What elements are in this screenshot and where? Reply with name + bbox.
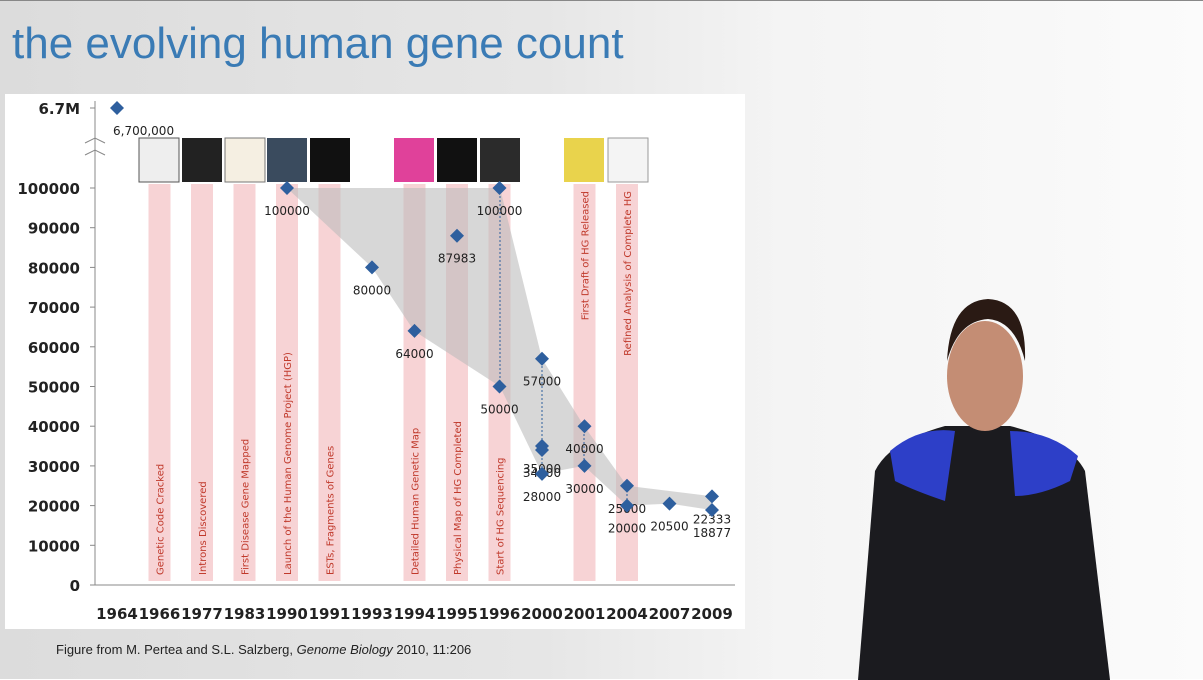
data-point [110,101,124,115]
x-tick-label: 1995 [436,605,478,623]
icons [138,137,649,183]
y-tick-label: 50000 [28,379,80,397]
x-tick-label: 2007 [649,605,691,623]
data-point [535,466,549,481]
data-point [450,228,464,243]
data-point [620,498,634,513]
x-tick-label: 2004 [606,605,648,623]
data-point [705,489,719,504]
icon [138,137,180,183]
data-label: 100000 [264,204,310,218]
caption-journal: Genome Biology [296,642,393,657]
icon [267,138,307,182]
data-label: 57000 [523,375,561,389]
event-label: Refined Analysis of Complete HG [623,191,634,356]
data-point [535,443,549,458]
y-tick-label: 20000 [28,498,80,516]
x-tick-label: 1977 [181,605,223,623]
axis-break [84,137,106,156]
y-tick-label: 10000 [28,537,80,555]
data-label: 20500 [650,520,688,534]
y-tick-label: 40000 [28,418,80,436]
data-label: 80000 [353,283,391,297]
caption-text: 2010, 11:206 [392,642,472,657]
data-label: 100000 [477,204,523,218]
event-label: ESTs, Fragments of Genes [326,446,337,575]
y-tick-label: 60000 [28,339,80,357]
data-label: 28000 [523,490,561,504]
data-label: 22333 [693,512,731,526]
data-label: 40000 [565,442,603,456]
icon [182,138,222,182]
speaker-hair [947,299,1026,361]
data-point [407,323,422,338]
data-point [577,458,592,473]
y-tick-label: 80000 [28,259,80,277]
x-tick-label: 2001 [564,605,606,623]
icon [437,138,477,182]
event-band [573,184,596,581]
x-tick-label: 1964 [96,605,138,623]
x-tick-label: 1991 [309,605,351,623]
event-label: Introns Discovered [198,481,209,575]
x-tick-label: 1966 [139,605,181,623]
event-label: Genetic Code Cracked [156,464,167,575]
x-tick-label: 2000 [521,605,563,623]
event-band [233,184,256,581]
data-point [620,478,634,493]
icon [607,137,649,183]
data-point [705,503,719,518]
icon [480,138,520,182]
event-band [148,184,171,581]
y-tick-label: 6.7M [39,100,81,118]
x-tick-label: 1993 [351,605,393,623]
x-tick-label: 1996 [479,605,521,623]
data-label: 30000 [565,482,603,496]
event-band [276,184,298,581]
y-tick-label: 100000 [17,180,80,198]
event-label: Physical Map of HG Completed [453,421,464,575]
x-tick-label: 1983 [224,605,266,623]
data-point [280,181,294,195]
data-label: 6,700,000 [113,124,174,138]
data-point [577,419,592,434]
event-label: Launch of the Human Genome Project (HGP) [283,352,294,575]
y-tick-label: 70000 [28,299,80,317]
x-tick-label: 1994 [394,605,436,623]
data-label: 64000 [395,347,433,361]
data-point [492,379,507,394]
y-tick-label: 90000 [28,220,80,238]
speaker [858,299,1110,680]
y-tick-label: 30000 [28,458,80,476]
data-point [535,351,549,366]
icon [224,137,266,183]
icon [394,138,434,182]
event-band [191,184,213,581]
x-tick-label: 1990 [266,605,308,623]
data-point [365,260,379,275]
event-label: First Disease Gene Mapped [241,439,252,575]
event-band [318,184,341,581]
x-tick-label: 2009 [691,605,733,623]
icon [310,138,350,182]
speaker-head [947,321,1023,431]
event-label: Detailed Human Genetic Map [411,428,422,575]
data-point [492,181,507,195]
speaker-shoulders [890,430,1078,501]
y-tick-label: 0 [70,577,80,595]
event-label: Start of HG Sequencing [496,457,507,575]
event-label: First Draft of HG Released [581,191,592,320]
icon [564,138,604,182]
data-label: 87983 [438,252,476,266]
slide-title: the evolving human gene count [12,19,624,68]
data-label: 18877 [693,526,731,540]
data-label: 20000 [608,522,646,536]
caption-text: Figure from M. Pertea and S.L. Salzberg, [56,642,297,657]
caption: Figure from M. Pertea and S.L. Salzberg,… [56,642,471,657]
data-point [662,496,677,511]
data-label: 50000 [480,403,518,417]
